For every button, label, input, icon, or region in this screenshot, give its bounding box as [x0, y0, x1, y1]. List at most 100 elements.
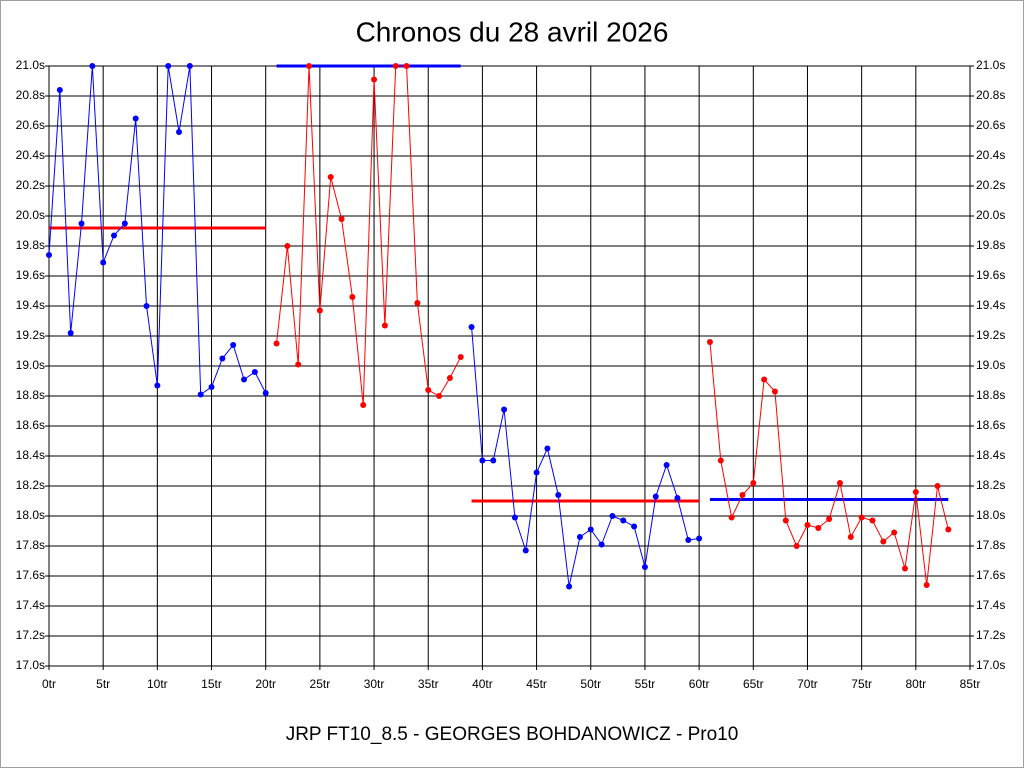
y2-tick-label: 20.2s	[976, 178, 1005, 192]
data-point	[826, 516, 833, 522]
data-point	[392, 63, 399, 69]
data-point	[566, 583, 573, 590]
data-point	[338, 216, 345, 222]
data-point	[284, 243, 291, 249]
x-tick-label: 0tr	[42, 677, 56, 691]
data-point	[771, 388, 778, 395]
y-tick-label: 17.2s	[16, 628, 45, 642]
data-point	[143, 303, 150, 309]
y-tick-label: 17.0s	[16, 658, 45, 672]
series-line	[471, 326, 700, 587]
data-point	[176, 129, 183, 135]
data-point	[100, 259, 107, 266]
data-point	[197, 391, 204, 398]
data-point	[761, 376, 768, 383]
data-point	[739, 492, 746, 498]
x-tick-label: 45tr	[526, 677, 547, 691]
x-tick-label: 60tr	[689, 677, 710, 691]
x-tick-label: 25tr	[310, 677, 331, 691]
x-axis-label: JRP FT10_8.5 - GEORGES BOHDANOWICZ - Pro…	[286, 724, 739, 745]
y-tick-label: 19.4s	[16, 298, 45, 312]
y2-tick-label: 20.0s	[976, 208, 1005, 222]
data-point	[56, 87, 63, 93]
chart-title: Chronos du 28 avril 2026	[356, 16, 669, 47]
data-point	[522, 547, 529, 554]
data-point	[251, 369, 258, 375]
data-point	[815, 525, 822, 531]
data-point	[620, 517, 627, 524]
data-point	[208, 384, 215, 390]
x-tick-label: 55tr	[635, 677, 656, 691]
data-point	[696, 535, 703, 542]
data-point	[804, 522, 811, 528]
data-point	[46, 252, 52, 258]
y2-tick-label: 19.2s	[976, 328, 1005, 342]
data-point	[89, 63, 96, 69]
y-tick-label: 20.8s	[16, 88, 45, 102]
y2-tick-label: 18.2s	[976, 478, 1005, 492]
x-tick-label: 5tr	[96, 677, 110, 691]
x-tick-label: 20tr	[255, 677, 276, 691]
y-tick-label: 18.4s	[16, 448, 45, 462]
y2-tick-label: 17.0s	[976, 658, 1005, 672]
data-point	[349, 294, 356, 300]
data-point	[490, 457, 497, 464]
data-point	[901, 565, 908, 572]
data-point	[880, 538, 887, 545]
data-point	[533, 469, 540, 476]
data-point	[414, 300, 421, 306]
data-point	[446, 375, 453, 381]
data-point	[295, 361, 302, 368]
data-point	[457, 354, 464, 360]
data-point	[717, 457, 724, 464]
x-tick-label: 65tr	[743, 677, 764, 691]
y2-tick-label: 17.4s	[976, 598, 1005, 612]
data-point	[836, 480, 843, 486]
y-tick-label: 19.2s	[16, 328, 45, 342]
data-point	[891, 529, 898, 536]
y-tick-label: 17.6s	[16, 568, 45, 582]
data-point	[241, 376, 248, 383]
y2-tick-label: 17.6s	[976, 568, 1005, 582]
y-tick-label: 18.8s	[16, 388, 45, 402]
y-tick-label: 17.4s	[16, 598, 45, 612]
data-point	[609, 513, 616, 519]
data-point	[501, 406, 508, 413]
data-point	[219, 355, 226, 362]
data-point	[78, 220, 85, 227]
data-point	[371, 76, 378, 83]
data-point	[186, 63, 193, 69]
data-point	[706, 339, 713, 345]
data-point	[869, 517, 876, 524]
data-point	[468, 324, 475, 330]
y2-tick-label: 18.6s	[976, 418, 1005, 432]
y-tick-label: 20.6s	[16, 118, 45, 132]
data-point	[631, 523, 638, 530]
y2-tick-label: 17.8s	[976, 538, 1005, 552]
data-point	[230, 342, 237, 348]
y-tick-label: 20.4s	[16, 148, 45, 162]
y-tick-label: 18.0s	[16, 508, 45, 522]
data-point	[598, 541, 605, 548]
data-point	[306, 63, 313, 69]
data-point	[685, 537, 692, 543]
data-point	[641, 564, 648, 570]
y-tick-label: 18.6s	[16, 418, 45, 432]
y-tick-label: 17.8s	[16, 538, 45, 552]
y2-tick-label: 18.0s	[976, 508, 1005, 522]
y2-tick-label: 19.0s	[976, 358, 1005, 372]
data-point	[652, 493, 659, 500]
data-point	[67, 330, 74, 336]
data-point	[555, 492, 562, 498]
data-point	[316, 307, 323, 314]
y2-tick-label: 18.4s	[976, 448, 1005, 462]
data-point	[674, 495, 681, 501]
y2-tick-label: 19.4s	[976, 298, 1005, 312]
data-point	[132, 115, 139, 122]
y2-tick-label: 19.6s	[976, 268, 1005, 282]
data-point	[511, 514, 518, 521]
data-point	[793, 543, 800, 549]
y-tick-label: 19.0s	[16, 358, 45, 372]
x-tick-label: 30tr	[364, 677, 385, 691]
